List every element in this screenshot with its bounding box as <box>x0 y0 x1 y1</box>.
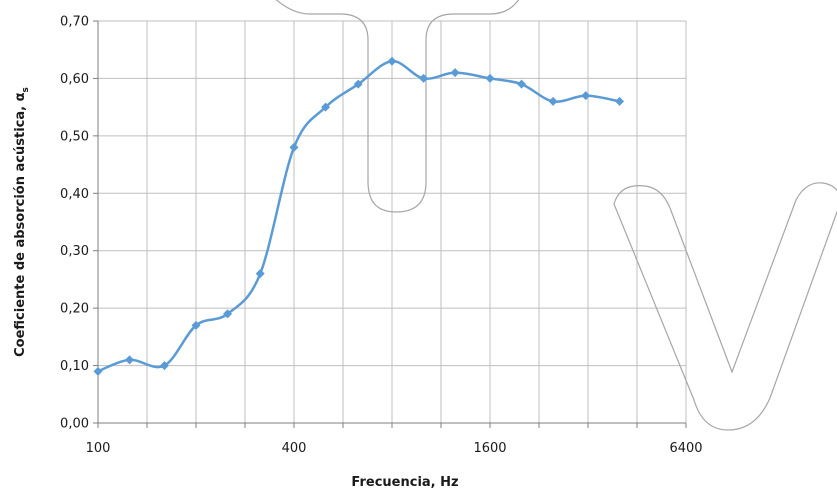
data-point <box>450 68 460 78</box>
y-axis-title: Coeficiente de absorción acústica, αs <box>13 87 31 357</box>
data-point <box>548 96 558 106</box>
data-point <box>93 366 103 376</box>
y-tick-label: 0,50 <box>60 129 89 144</box>
data-point <box>485 73 495 83</box>
watermark-v-shape <box>613 182 837 431</box>
x-tick-label: 6400 <box>669 441 702 456</box>
data-point <box>321 102 331 112</box>
x-tick-label: 400 <box>282 441 307 456</box>
series-layer <box>93 56 625 376</box>
grid <box>97 20 687 423</box>
data-point <box>615 96 625 106</box>
y-tick-label: 0,10 <box>60 359 89 374</box>
data-point <box>255 269 265 279</box>
data-point <box>125 355 135 365</box>
data-point <box>289 142 299 152</box>
y-axis-title-subscript: s <box>21 87 31 92</box>
y-tick-label: 0,20 <box>60 302 89 317</box>
x-tick-labels: 100 400 1600 6400 <box>86 441 703 456</box>
data-point <box>353 79 363 89</box>
y-tick-labels: 0,00 0,10 0,20 0,30 0,40 0,50 0,60 0,70 <box>60 15 89 432</box>
data-point <box>159 361 169 371</box>
y-tick-label: 0,00 <box>60 417 89 432</box>
data-point <box>419 73 429 83</box>
x-tick-label: 100 <box>86 441 111 456</box>
data-point <box>387 56 397 66</box>
y-tick-label: 0,40 <box>60 187 89 202</box>
y-tick-label: 0,70 <box>60 15 89 30</box>
data-point <box>517 79 527 89</box>
series-line <box>97 59 620 373</box>
y-tick-label: 0,30 <box>60 244 89 259</box>
data-point <box>223 309 233 319</box>
y-tick-label: 0,60 <box>60 72 89 87</box>
axes <box>93 20 687 428</box>
x-tick-label: 1600 <box>473 441 506 456</box>
data-point <box>581 91 591 101</box>
watermark-t-shape <box>275 0 520 213</box>
x-axis-title: Frecuencia, Hz <box>351 475 458 490</box>
data-point <box>191 320 201 330</box>
y-axis-title-main: Coeficiente de absorción acústica, α <box>13 92 28 356</box>
watermark-logo <box>275 0 837 431</box>
